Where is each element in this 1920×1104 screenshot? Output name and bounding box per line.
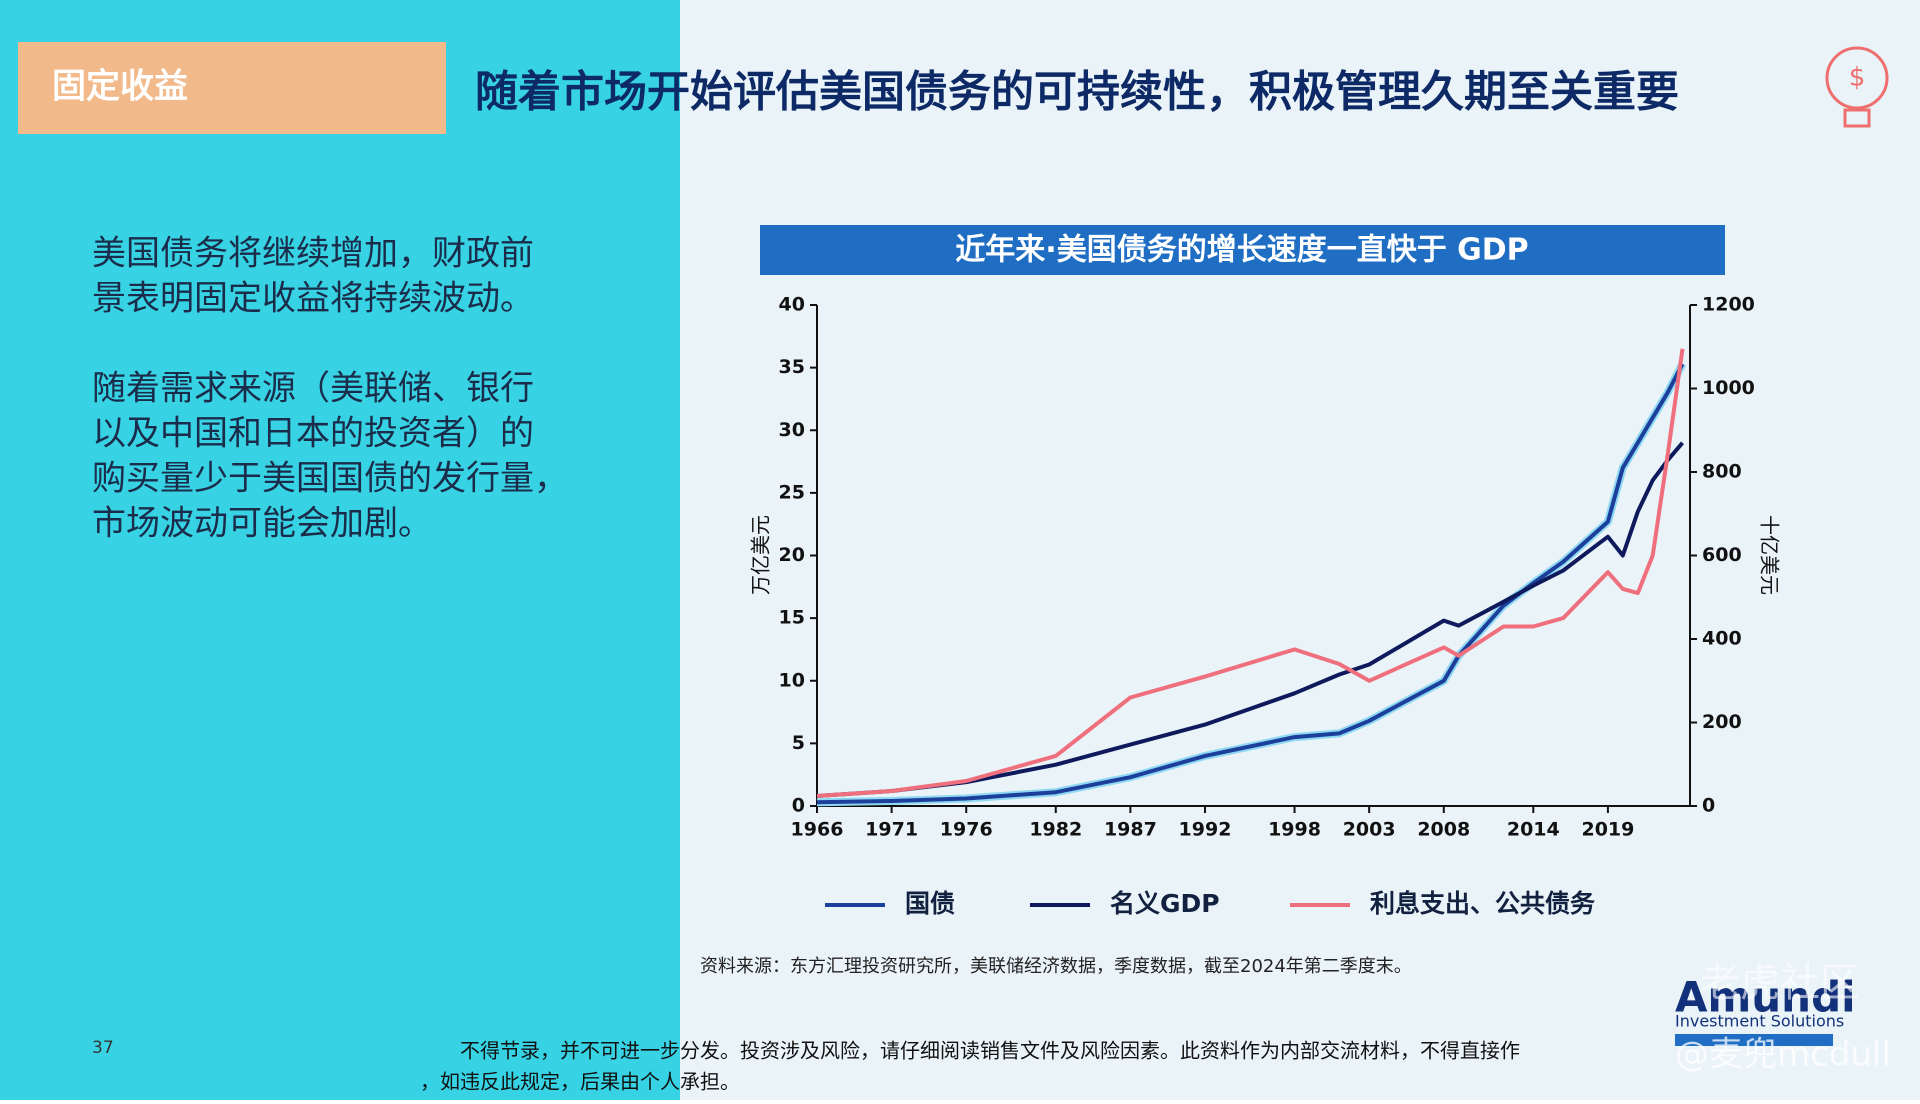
page-number: 37 (92, 1038, 114, 1058)
y-tick-label: 5 (792, 732, 805, 754)
y2-tick-label: 1000 (1702, 377, 1755, 399)
chart-title: 近年来·美国债务的增长速度一直快于 GDP (955, 233, 1528, 268)
body-text: 美国债务将继续增加，财政前 (92, 234, 534, 274)
y2-tick-label: 1200 (1702, 294, 1755, 316)
y2-tick-label: 800 (1702, 461, 1742, 483)
source-note: 资料来源：东方汇理投资研究所，美联储经济数据，季度数据，截至2024年第二季度末… (700, 956, 1412, 977)
y-tick-label: 30 (779, 419, 805, 441)
disclaimer-line: 不得节录，并不可进一步分发。投资涉及风险，请仔细阅读销售文件及风险因素。此资料作… (460, 1039, 1520, 1063)
x-tick-label: 2014 (1507, 819, 1560, 841)
x-tick-label: 2003 (1343, 819, 1396, 841)
y-tick-label: 20 (779, 544, 805, 566)
x-tick-label: 1992 (1179, 819, 1232, 841)
y-tick-label: 0 (792, 795, 805, 817)
svg-text:$: $ (1849, 63, 1866, 93)
y-axis-label: 万亿美元 (749, 515, 773, 595)
y2-tick-label: 600 (1702, 544, 1742, 566)
disclaimer-line: ，如违反此规定，后果由个人承担。 (420, 1070, 740, 1094)
x-tick-label: 1982 (1029, 819, 1082, 841)
y2-axis-label: 十亿美元 (1758, 515, 1782, 595)
bulb-icon: $ (1825, 46, 1889, 128)
legend-label: 利息支出、公共债务 (1370, 889, 1595, 918)
x-tick-label: 1998 (1268, 819, 1321, 841)
y-tick-label: 10 (779, 669, 805, 691)
x-tick-label: 2008 (1417, 819, 1470, 841)
legend-label: 名义GDP (1110, 889, 1220, 918)
watermark: @麦兜mcdull (1675, 1035, 1891, 1075)
section-label: 固定收益 (52, 67, 188, 107)
x-tick-label: 1971 (865, 819, 918, 841)
series-line (816, 362, 1685, 805)
logo-bar (1675, 1034, 1833, 1046)
body-text: 市场波动可能会加剧。 (92, 504, 432, 544)
chart-banner (760, 225, 1725, 275)
section-box (18, 42, 446, 134)
body-text: 以及中国和日本的投资者）的 (92, 414, 534, 454)
y2-tick-label: 200 (1702, 711, 1742, 733)
x-tick-label: 1987 (1104, 819, 1157, 841)
headline: 随着市场开始评估美国债务的可持续性，积极管理久期至关重要 (475, 68, 1679, 118)
y-tick-label: 35 (779, 356, 805, 378)
series-line (816, 441, 1685, 798)
y-tick-label: 15 (779, 607, 805, 629)
watermark: 老虎社区 (1700, 960, 1860, 1006)
left-panel (0, 0, 680, 1100)
y-tick-label: 40 (779, 294, 805, 316)
y2-tick-label: 0 (1702, 795, 1715, 817)
logo: Amundi (1675, 973, 1856, 1022)
x-tick-label: 2019 (1581, 819, 1634, 841)
body-text: 购买量少于美国国债的发行量， (92, 459, 568, 499)
y-tick-label: 25 (779, 481, 805, 503)
body-text: 景表明固定收益将持续波动。 (92, 279, 534, 319)
legend-label: 国债 (905, 889, 955, 918)
series-line (816, 348, 1685, 798)
y2-tick-label: 400 (1702, 628, 1742, 650)
logo-sub: Investment Solutions (1675, 1012, 1844, 1031)
x-tick-label: 1976 (940, 819, 993, 841)
x-tick-label: 1966 (791, 819, 844, 841)
body-text: 随着需求来源（美联储、银行 (92, 369, 534, 409)
